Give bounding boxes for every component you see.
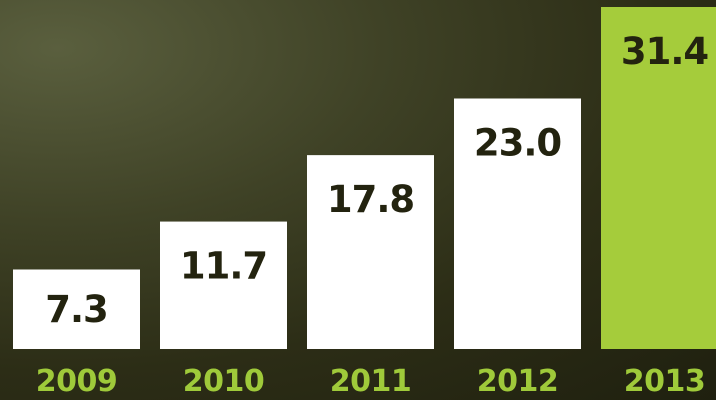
value-label-2011: 17.8 [327,178,414,221]
bar-2011 [307,155,434,349]
bar-2010 [160,221,287,349]
value-label-2013: 31.4 [621,30,709,73]
x-tick-label-2011: 2011 [330,364,412,399]
x-tick-label-2012: 2012 [477,364,559,399]
value-labels-group: 7.3 11.7 17.8 23.0 31.4 [45,30,709,331]
x-tick-label-2009: 2009 [36,364,118,399]
value-label-2009: 7.3 [45,288,108,331]
x-tick-label-2010: 2010 [183,364,265,399]
x-tick-label-2013: 2013 [624,364,706,399]
bar-2012 [454,98,581,349]
value-label-2010: 11.7 [180,245,267,288]
bars-group [13,7,716,349]
bar-2009 [13,269,140,349]
bar-2013 [601,7,716,349]
x-tick-labels-group: 2009 2010 2011 2012 2013 [36,364,706,399]
value-label-2012: 23.0 [474,121,561,164]
